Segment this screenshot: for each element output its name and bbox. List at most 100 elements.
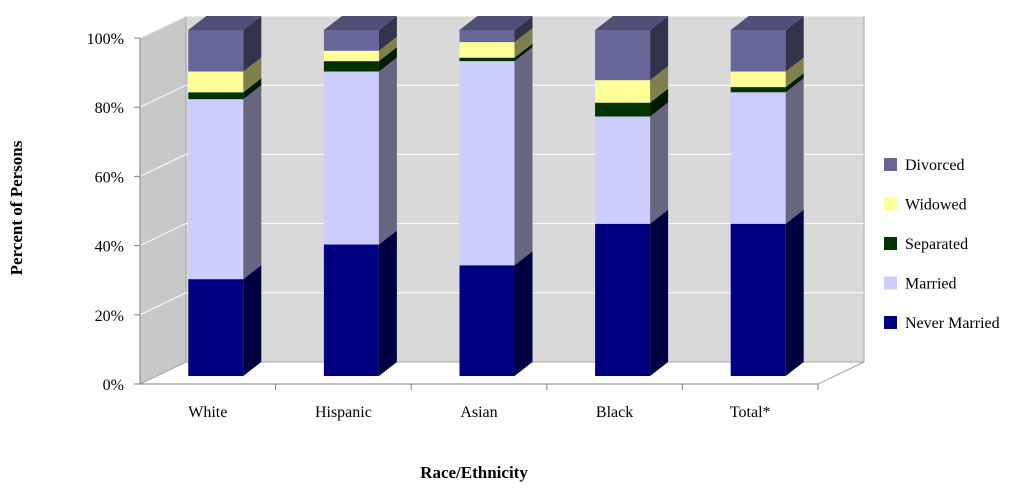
- bar-front: [730, 30, 786, 72]
- bar-side: [785, 78, 804, 224]
- bar-front: [730, 92, 786, 224]
- bar-segment: [459, 47, 533, 266]
- bar-side: [785, 73, 804, 93]
- bar-segment: [188, 57, 262, 93]
- x-tick-label: Black: [596, 404, 633, 421]
- bar-side: [514, 16, 533, 43]
- bar-segment: [595, 66, 669, 103]
- bar-front: [459, 30, 515, 43]
- bar-front: [730, 223, 786, 376]
- bar-segment: [595, 16, 669, 81]
- bar-segment: [323, 36, 397, 62]
- bar-segment: [730, 16, 804, 72]
- bar-segment: [188, 16, 262, 72]
- bar-front: [459, 42, 515, 58]
- x-tick-label: Hispanic: [315, 404, 372, 421]
- legend-label: Divorced: [905, 157, 965, 174]
- bar-side: [514, 251, 533, 376]
- y-tick-label: 80%: [95, 100, 124, 117]
- bar-side: [785, 16, 804, 72]
- bar-side: [243, 85, 262, 280]
- bar-side: [514, 28, 533, 58]
- bar-top: [595, 16, 669, 30]
- bar-front: [323, 244, 379, 376]
- bar-segment: [323, 230, 397, 376]
- bar-front: [188, 30, 244, 72]
- legend-label: Never Married: [905, 315, 1000, 332]
- bar-segment: [323, 16, 397, 51]
- bar-segment: [323, 47, 397, 72]
- x-tick-label: White: [188, 404, 227, 421]
- y-tick-label: 60%: [95, 169, 124, 186]
- y-tick-label: 100%: [87, 31, 124, 48]
- y-tick-label: 20%: [95, 308, 124, 325]
- axes: [139, 38, 819, 390]
- bar-front: [188, 92, 244, 100]
- bars: [188, 16, 804, 376]
- bar-segment: [459, 28, 533, 58]
- bar-side: [514, 47, 533, 266]
- bar-side: [243, 16, 262, 72]
- bar-front: [459, 265, 515, 376]
- bar-side: [514, 43, 533, 62]
- bar-segment: [188, 85, 262, 280]
- bar-front: [459, 61, 515, 266]
- bar-side: [378, 57, 397, 245]
- bar-side: [650, 16, 669, 81]
- tick-labels: 0% 20% 40% 60% 80% 100% White Hispanic Asian Blac…: [87, 31, 771, 421]
- x-axis-title: Race/Ethnicity: [420, 463, 528, 482]
- y-tick-label: 40%: [95, 239, 124, 256]
- bar-front: [595, 116, 651, 224]
- bar-side: [650, 209, 669, 376]
- bar-segment: [595, 209, 669, 376]
- bar-side: [378, 36, 397, 62]
- bar-segment: [459, 43, 533, 62]
- bar-front: [188, 279, 244, 376]
- side-wall: [139, 15, 187, 385]
- bar-segment: [459, 251, 533, 376]
- bar-front: [595, 80, 651, 103]
- bar-front: [595, 223, 651, 376]
- x-tick-label: Asian: [460, 404, 497, 421]
- legend-label: Separated: [905, 236, 968, 253]
- bar-side: [378, 230, 397, 376]
- y-axis-title: Percent of Persons: [7, 140, 26, 275]
- bar-segment: [188, 78, 262, 100]
- bar-front: [323, 30, 379, 51]
- x-tick-label: Total*: [730, 404, 771, 421]
- bar-side: [378, 16, 397, 51]
- legend-swatch: [884, 197, 897, 211]
- bar-front: [188, 71, 244, 93]
- bar-side: [378, 47, 397, 72]
- bar-front: [595, 30, 651, 81]
- bar-front: [459, 57, 515, 62]
- bar-side: [243, 57, 262, 93]
- bar-top: [459, 16, 533, 30]
- bar-segment: [323, 57, 397, 245]
- legend-swatch: [884, 237, 897, 250]
- legend-label: Married: [905, 276, 957, 293]
- bar-side: [650, 102, 669, 224]
- bar-side: [650, 66, 669, 103]
- bar-front: [323, 50, 379, 62]
- legend-swatch: [884, 276, 897, 290]
- bar-top: [730, 16, 804, 30]
- bar-top: [188, 16, 262, 30]
- bar-front: [730, 71, 786, 88]
- bar-side: [785, 209, 804, 376]
- bar-side: [243, 265, 262, 376]
- bar-front: [323, 71, 379, 245]
- bar-side: [650, 88, 669, 117]
- bar-segment: [730, 209, 804, 376]
- bar-segment: [730, 57, 804, 88]
- legend-label: Widowed: [905, 197, 967, 214]
- bar-side: [785, 57, 804, 88]
- bar-front: [188, 99, 244, 280]
- bar-segment: [595, 88, 669, 117]
- bar-segment: [188, 265, 262, 376]
- legend-swatch: [884, 316, 897, 329]
- y-tick-label: 0%: [103, 377, 124, 394]
- bar-front: [323, 61, 379, 72]
